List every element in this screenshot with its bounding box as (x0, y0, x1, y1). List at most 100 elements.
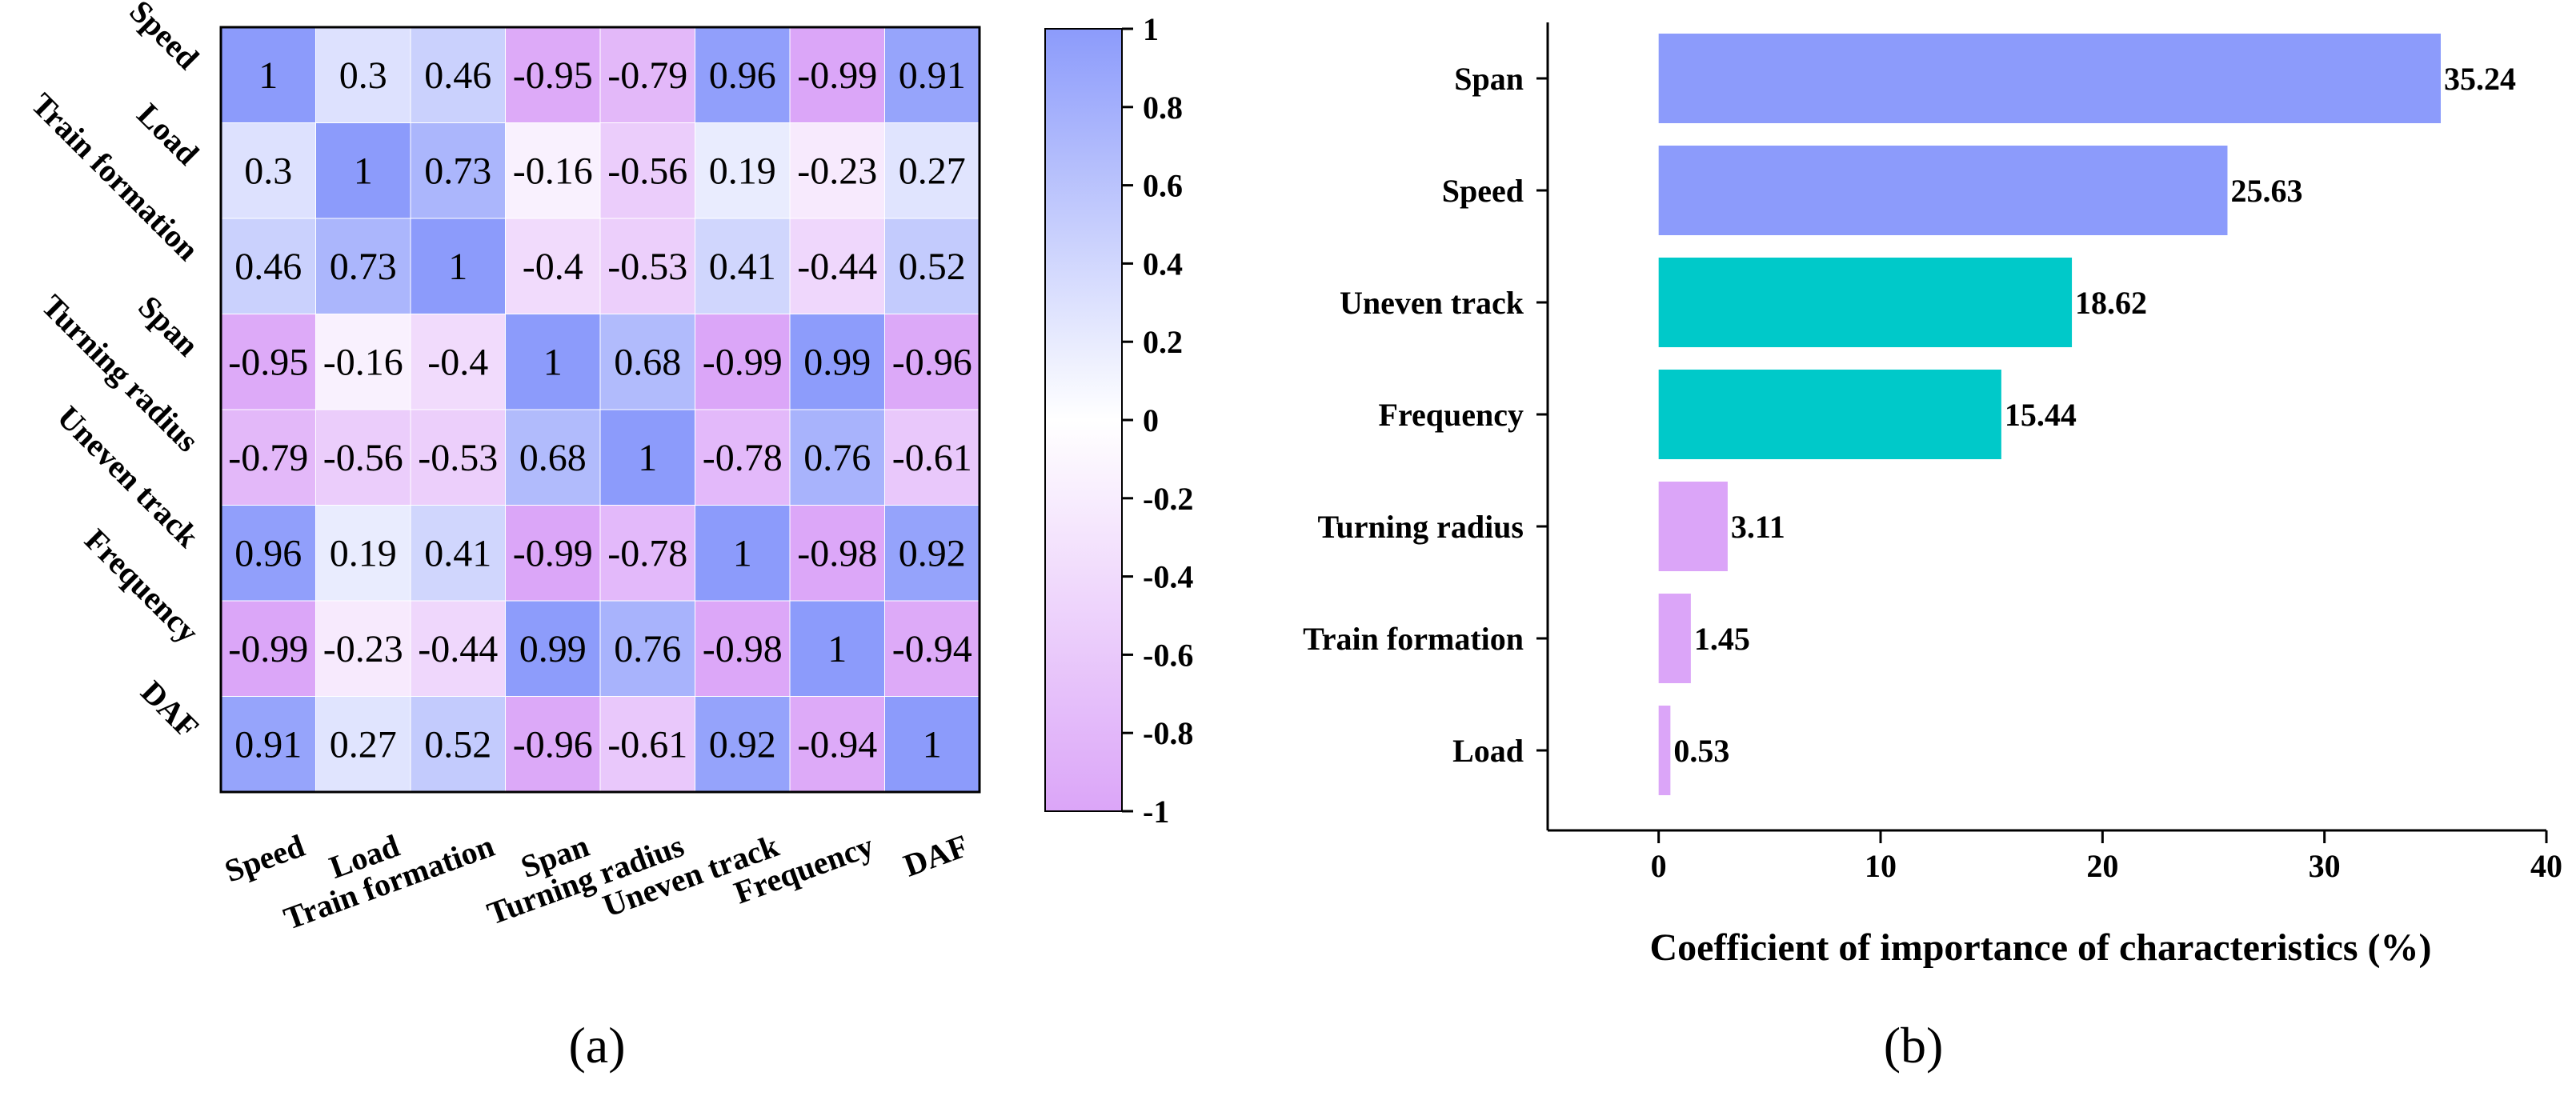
heatmap-cell (599, 314, 695, 410)
bar-value-label: 3.11 (1731, 509, 1785, 545)
heatmap-cell (220, 600, 316, 697)
heatmap-row-label: DAF (134, 674, 206, 746)
bar-value-label: 15.44 (2005, 397, 2077, 433)
bar-value-label: 0.53 (1673, 733, 1729, 769)
heatmap-cell-value: 1 (638, 437, 657, 479)
y-tick-label: Span (1454, 61, 1524, 97)
heatmap-cell (884, 600, 980, 697)
heatmap-cell-value: -0.99 (513, 532, 593, 574)
heatmap-cell (220, 26, 316, 123)
heatmap-cell-value: 0.46 (424, 54, 491, 97)
heatmap-cell-value: 0.52 (899, 246, 966, 288)
heatmap-cell-value: 0.41 (709, 246, 776, 288)
heatmap-cell (410, 505, 506, 602)
y-tick-label: Load (1452, 733, 1524, 769)
heatmap-cell (599, 122, 695, 219)
heatmap-cell-value: 0.76 (614, 628, 681, 670)
heatmap-cell-value: -0.4 (523, 246, 583, 288)
heatmap-cell (505, 314, 601, 410)
bar-value-label: 35.24 (2444, 61, 2516, 97)
heatmap-cell-value: 0.27 (330, 723, 397, 766)
heatmap-cell-value: 1 (543, 341, 563, 383)
heatmap-cell-value: -0.96 (513, 723, 593, 766)
heatmap-cell-value: 0.96 (709, 54, 776, 97)
heatmap-cell (410, 696, 506, 793)
heatmap-cell-value: 0.46 (234, 246, 302, 288)
heatmap-cell (695, 505, 791, 602)
colorbar-tick-label: -0.8 (1143, 715, 1193, 751)
bar (1658, 594, 1691, 683)
heatmap-cell-value: 0.68 (614, 341, 681, 383)
heatmap-cell-value: 1 (827, 628, 847, 670)
panel-label-b: (b) (1884, 1017, 1944, 1074)
heatmap-cell (410, 600, 506, 697)
heatmap-cell (505, 26, 601, 123)
heatmap-cell (695, 26, 791, 123)
heatmap-cell-value: 1 (354, 150, 373, 192)
heatmap-cell (315, 218, 411, 314)
heatmap-cell (884, 26, 980, 123)
heatmap-cell-value: -0.4 (427, 341, 488, 383)
heatmap-cell (789, 122, 885, 219)
heatmap-cell (695, 218, 791, 314)
heatmap-cell-value: -0.96 (892, 341, 972, 383)
heatmap-cell (884, 122, 980, 219)
colorbar-tick-label: -0.4 (1143, 559, 1193, 595)
heatmap-cell-value: 0.92 (899, 532, 966, 574)
heatmap-row-label: Train formation (25, 86, 206, 267)
heatmap-cell-value: -0.98 (703, 628, 783, 670)
heatmap-cell (695, 409, 791, 506)
heatmap-cell-value: 0.99 (803, 341, 871, 383)
heatmap-cell-value: 0.76 (803, 437, 871, 479)
heatmap-cell (599, 505, 695, 602)
heatmap-cell (789, 409, 885, 506)
heatmap-cell-value: -0.78 (607, 532, 687, 574)
heatmap-cell (315, 122, 411, 219)
x-tick-label: 0 (1651, 848, 1667, 884)
heatmap-cell (695, 696, 791, 793)
heatmap-cell (505, 218, 601, 314)
heatmap-cell-value: 1 (733, 532, 752, 574)
heatmap-cell-value: 0.41 (424, 532, 491, 574)
x-tick-label: 10 (1865, 848, 1897, 884)
panel-label-a: (a) (568, 1017, 625, 1074)
heatmap-cell (599, 218, 695, 314)
colorbar-tick-label: 0.6 (1143, 168, 1183, 204)
heatmap-cell (695, 600, 791, 697)
x-tick-label: 40 (2530, 848, 2562, 884)
heatmap-cell-value: 0.19 (330, 532, 397, 574)
x-tick-label: 30 (2309, 848, 2341, 884)
colorbar-tick-label: 0.8 (1143, 90, 1183, 126)
heatmap-cell-value: -0.95 (513, 54, 593, 97)
heatmap-cell-value: -0.61 (607, 723, 687, 766)
heatmap-row-label: Speed (122, 0, 206, 76)
colorbar-tick-label: 0.4 (1143, 246, 1183, 282)
heatmap-cell-value: -0.95 (228, 341, 308, 383)
heatmap-cell (599, 696, 695, 793)
heatmap-cell-value: -0.53 (607, 246, 687, 288)
colorbar-tick-label: 0 (1143, 402, 1159, 438)
heatmap-row-label: Load (130, 96, 206, 172)
y-tick-label: Turning radius (1317, 509, 1524, 545)
heatmap-cell (315, 26, 411, 123)
colorbar-tick-label: -0.2 (1143, 481, 1193, 517)
heatmap-cell (315, 505, 411, 602)
heatmap-cell-value: 0.27 (899, 150, 966, 192)
heatmap-cell-value: -0.44 (418, 628, 498, 670)
y-tick-label: Frequency (1379, 397, 1524, 433)
heatmap-cell (695, 122, 791, 219)
heatmap-cell-value: 1 (448, 246, 467, 288)
heatmap-cell-value: 0.91 (899, 54, 966, 97)
heatmap-cell-value: 0.92 (709, 723, 776, 766)
bar (1658, 34, 2441, 123)
bar-value-label: 25.63 (2230, 173, 2302, 209)
heatmap-cell-value: -0.78 (703, 437, 783, 479)
heatmap-cell (599, 600, 695, 697)
heatmap-cell (884, 505, 980, 602)
heatmap-cell-value: -0.56 (607, 150, 687, 192)
heatmap-cell-value: 0.73 (330, 246, 397, 288)
bar (1658, 482, 1728, 571)
heatmap-cell-value: 0.99 (519, 628, 587, 670)
heatmap-cell-value: -0.16 (513, 150, 593, 192)
